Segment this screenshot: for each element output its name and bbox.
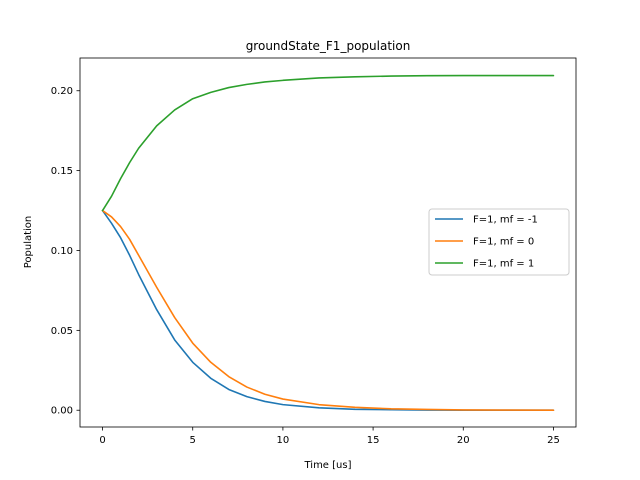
y-axis-ticks: 0.00 0.05 0.10 0.15 0.20 xyxy=(51,86,80,417)
plot-frame xyxy=(79,57,577,428)
x-tick-label: 0 xyxy=(99,435,105,446)
x-tick-label: 10 xyxy=(277,435,290,446)
legend-label: F=1, mf = 1 xyxy=(473,259,534,270)
y-tick-label: 0.10 xyxy=(51,246,73,257)
y-tick-label: 0.15 xyxy=(51,166,73,177)
x-tick-label: 15 xyxy=(367,435,380,446)
x-tick-label: 5 xyxy=(190,435,196,446)
y-tick-label: 0.00 xyxy=(51,406,73,417)
x-axis-ticks: 0 5 10 15 20 25 xyxy=(99,427,560,446)
x-tick-label: 25 xyxy=(547,435,560,446)
legend: F=1, mf = -1 F=1, mf = 0 F=1, mf = 1 xyxy=(428,208,570,276)
legend-label: F=1, mf = -1 xyxy=(473,215,538,226)
legend-label: F=1, mf = 0 xyxy=(473,237,534,248)
chart-title: groundState_F1_population xyxy=(246,39,411,53)
x-tick-label: 20 xyxy=(457,435,470,446)
y-tick-label: 0.20 xyxy=(51,86,73,97)
series-line-2 xyxy=(101,74,555,212)
y-tick-label: 0.05 xyxy=(51,326,73,337)
series-line-1 xyxy=(101,209,555,412)
y-axis-label: Population xyxy=(23,216,34,269)
x-axis-label: Time [us] xyxy=(303,460,351,471)
series-layer xyxy=(101,74,555,412)
legend-box xyxy=(428,208,570,276)
